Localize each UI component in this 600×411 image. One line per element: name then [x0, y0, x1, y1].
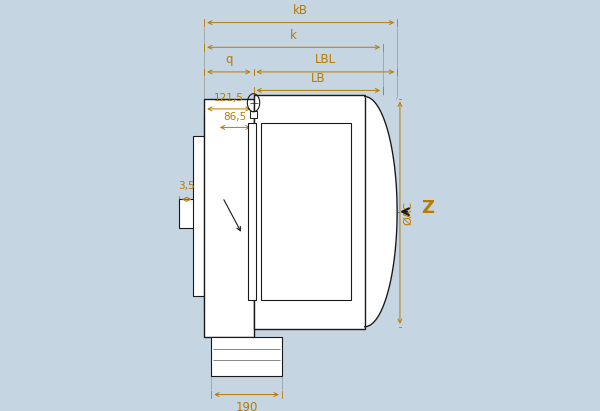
Bar	[260, 123, 350, 300]
Bar	[204, 99, 254, 337]
Text: 121,5: 121,5	[214, 93, 244, 103]
Text: 190: 190	[235, 401, 257, 411]
Text: k: k	[290, 28, 297, 42]
Bar	[254, 95, 365, 329]
Text: Z: Z	[422, 199, 434, 217]
Bar	[211, 337, 282, 376]
Text: LBL: LBL	[315, 53, 336, 66]
Bar	[248, 123, 256, 300]
Polygon shape	[365, 97, 397, 327]
Text: 3,5: 3,5	[178, 181, 195, 191]
Text: kB: kB	[293, 4, 308, 17]
Text: LB: LB	[311, 72, 326, 85]
Text: ØAC: ØAC	[403, 201, 413, 225]
Bar	[179, 199, 206, 228]
Text: q: q	[225, 53, 233, 66]
Bar	[204, 115, 220, 312]
Bar	[193, 136, 209, 296]
Bar	[250, 111, 257, 118]
Text: 86,5: 86,5	[224, 112, 247, 122]
